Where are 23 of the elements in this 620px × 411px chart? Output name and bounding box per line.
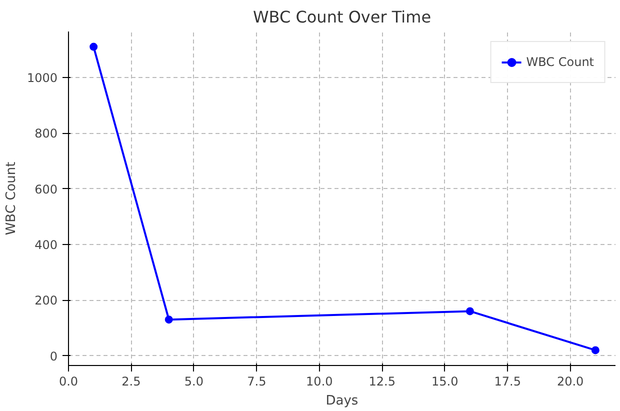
point bbox=[90, 42, 98, 51]
y-tick-label: 400 bbox=[34, 238, 58, 252]
point bbox=[466, 307, 474, 316]
y-axis-title: WBC Count bbox=[4, 162, 19, 236]
x-tick-label: 12.5 bbox=[368, 374, 396, 388]
y-tick-label: 200 bbox=[34, 294, 58, 308]
chart-title: WBC Count Over Time bbox=[252, 8, 432, 26]
x-axis-title: Days bbox=[326, 394, 358, 408]
y-tick-label: 800 bbox=[34, 126, 58, 141]
point bbox=[164, 316, 173, 324]
point bbox=[591, 346, 600, 354]
y-tick-label: 1000 bbox=[26, 70, 58, 85]
x-tick-label: 20.0 bbox=[556, 374, 584, 388]
y-tick-label: 0 bbox=[50, 349, 58, 364]
x-tick-label: 7.5 bbox=[247, 374, 266, 388]
x-tick-label: 2.5 bbox=[122, 374, 141, 388]
legend-label: WBC Count bbox=[526, 55, 594, 69]
x-tick-label: 17.5 bbox=[494, 374, 521, 388]
x-tick-label: 5.0 bbox=[184, 374, 204, 388]
x-tick-label: 0.0 bbox=[58, 374, 78, 388]
y-tick-label: 600 bbox=[34, 182, 58, 196]
x-tick-label: 15.0 bbox=[432, 374, 458, 388]
x-tick-label: 10.0 bbox=[306, 374, 333, 388]
